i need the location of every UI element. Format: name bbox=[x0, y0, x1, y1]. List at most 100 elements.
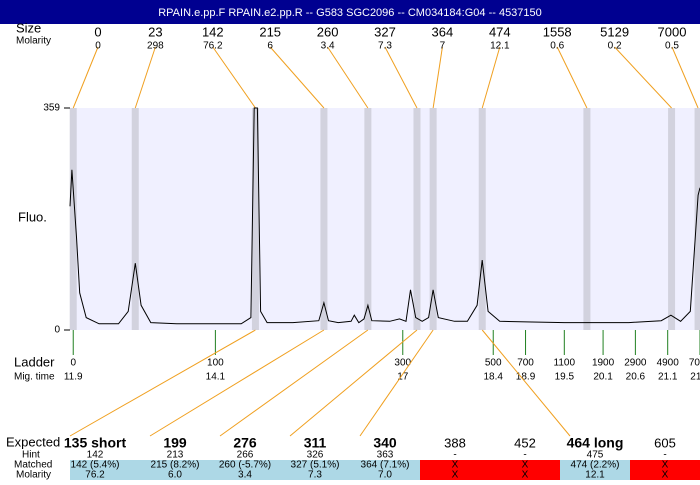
matched-cell bbox=[350, 460, 420, 480]
expected-size: 311 bbox=[304, 435, 327, 451]
ladder-size: 0 bbox=[70, 358, 76, 369]
matched-molarity: 76.2 bbox=[85, 470, 105, 480]
matched: X bbox=[452, 460, 459, 471]
ladder-size: 7000 bbox=[689, 358, 700, 369]
matched-cell bbox=[140, 460, 210, 480]
marker-size: 327 bbox=[374, 24, 396, 39]
hint-label: Hint bbox=[22, 450, 40, 461]
match-connector bbox=[481, 329, 571, 437]
ladder-size: 300 bbox=[394, 358, 411, 369]
ladder-size: 1100 bbox=[554, 358, 576, 369]
marker-connector bbox=[671, 46, 699, 109]
marker-molarity: 6 bbox=[267, 41, 273, 52]
expected-label: Expected bbox=[6, 434, 60, 449]
marker-size: 474 bbox=[489, 24, 511, 39]
plot-area bbox=[70, 108, 700, 330]
ladder-size: 100 bbox=[207, 358, 224, 369]
marker-size: 260 bbox=[317, 24, 339, 39]
matched: 142 (5.4%) bbox=[71, 460, 120, 471]
marker-molarity: 298 bbox=[147, 41, 164, 52]
match-connector bbox=[69, 329, 256, 437]
marker-connector bbox=[432, 46, 443, 109]
marker-size: 5129 bbox=[600, 24, 629, 39]
matched-label: Matched bbox=[14, 460, 52, 471]
matched-molarity: 7.0 bbox=[378, 470, 392, 480]
marker-molarity: 3.4 bbox=[321, 41, 335, 52]
hint: 363 bbox=[377, 450, 394, 461]
hint: 142 bbox=[87, 450, 104, 461]
expected-size: 388 bbox=[444, 435, 466, 450]
match-connector bbox=[289, 329, 418, 437]
fluo-label: Fluo. bbox=[18, 209, 47, 224]
marker-connector bbox=[556, 46, 588, 109]
marker-connector bbox=[327, 46, 369, 109]
ladder-time: 14.1 bbox=[206, 372, 226, 383]
header-bar bbox=[0, 0, 700, 24]
expected-size: 199 bbox=[163, 435, 187, 451]
matched-cell bbox=[70, 460, 140, 480]
marker-band bbox=[69, 108, 77, 330]
matched: 260 (-5.7%) bbox=[219, 460, 271, 471]
ladder-size: 4900 bbox=[657, 358, 680, 369]
ladder-time: 11.9 bbox=[64, 372, 83, 383]
expected-size: 464 long bbox=[567, 435, 624, 451]
marker-size: 364 bbox=[432, 24, 454, 39]
ladder-size: 2900 bbox=[624, 358, 647, 369]
matched-cell bbox=[490, 460, 560, 480]
ladder-time: 17 bbox=[397, 372, 409, 383]
matched-cell bbox=[280, 460, 350, 480]
expected-size: 135 short bbox=[64, 435, 127, 451]
matched-molarity: 6.0 bbox=[168, 470, 182, 480]
hint: 475 bbox=[587, 450, 604, 461]
matched-cell bbox=[560, 460, 630, 480]
hint: - bbox=[453, 450, 456, 461]
expected-size: 340 bbox=[373, 435, 397, 451]
marker-connector bbox=[212, 46, 256, 109]
ladder-label: Ladder bbox=[14, 354, 55, 369]
matched: X bbox=[662, 460, 669, 471]
ladder-time: 21.6 bbox=[690, 372, 700, 383]
marker-connector bbox=[269, 46, 325, 109]
trace-line bbox=[69, 107, 700, 325]
matched-molarity: 3.4 bbox=[238, 470, 252, 480]
marker-size: 7000 bbox=[658, 24, 687, 39]
match-connector bbox=[359, 329, 434, 437]
ladder-time: 19.5 bbox=[555, 372, 575, 383]
marker-band bbox=[413, 108, 421, 330]
ladder-time: 18.9 bbox=[516, 372, 536, 383]
marker-band bbox=[478, 108, 486, 330]
marker-connector bbox=[134, 46, 156, 109]
marker-size: 1558 bbox=[543, 24, 572, 39]
marker-band bbox=[429, 108, 437, 330]
marker-band bbox=[320, 108, 328, 330]
y-tick-label: 359 bbox=[43, 103, 60, 114]
marker-band bbox=[131, 108, 139, 330]
matched-molarity: X bbox=[452, 470, 459, 480]
marker-molarity: 12.1 bbox=[490, 41, 510, 52]
ladder-time: 21.1 bbox=[658, 372, 678, 383]
marker-connector bbox=[384, 46, 418, 109]
marker-connector bbox=[481, 46, 501, 109]
matched: X bbox=[522, 460, 529, 471]
y-tick-label: 0 bbox=[54, 325, 60, 336]
header-title: RPAIN.e.pp.F RPAIN.e2.pp.R -- G583 SGC20… bbox=[158, 7, 542, 19]
matched-molarity: 12.1 bbox=[585, 470, 605, 480]
ladder-size: 700 bbox=[517, 358, 534, 369]
marker-band bbox=[364, 108, 372, 330]
marker-size: 215 bbox=[259, 24, 281, 39]
expected-size: 276 bbox=[233, 435, 257, 451]
molarity-label: Molarity bbox=[16, 36, 51, 47]
marker-molarity: 0 bbox=[95, 41, 101, 52]
matched-cell bbox=[420, 460, 490, 480]
marker-band bbox=[694, 108, 700, 330]
hint: 326 bbox=[307, 450, 324, 461]
hint: - bbox=[663, 450, 666, 461]
matched: 327 (5.1%) bbox=[291, 460, 340, 471]
marker-molarity: 7.3 bbox=[378, 41, 392, 52]
matched-molarity: 7.3 bbox=[308, 470, 322, 480]
hint: - bbox=[523, 450, 526, 461]
molarity-row-label: Molarity bbox=[16, 470, 51, 480]
marker-connector bbox=[614, 46, 672, 109]
